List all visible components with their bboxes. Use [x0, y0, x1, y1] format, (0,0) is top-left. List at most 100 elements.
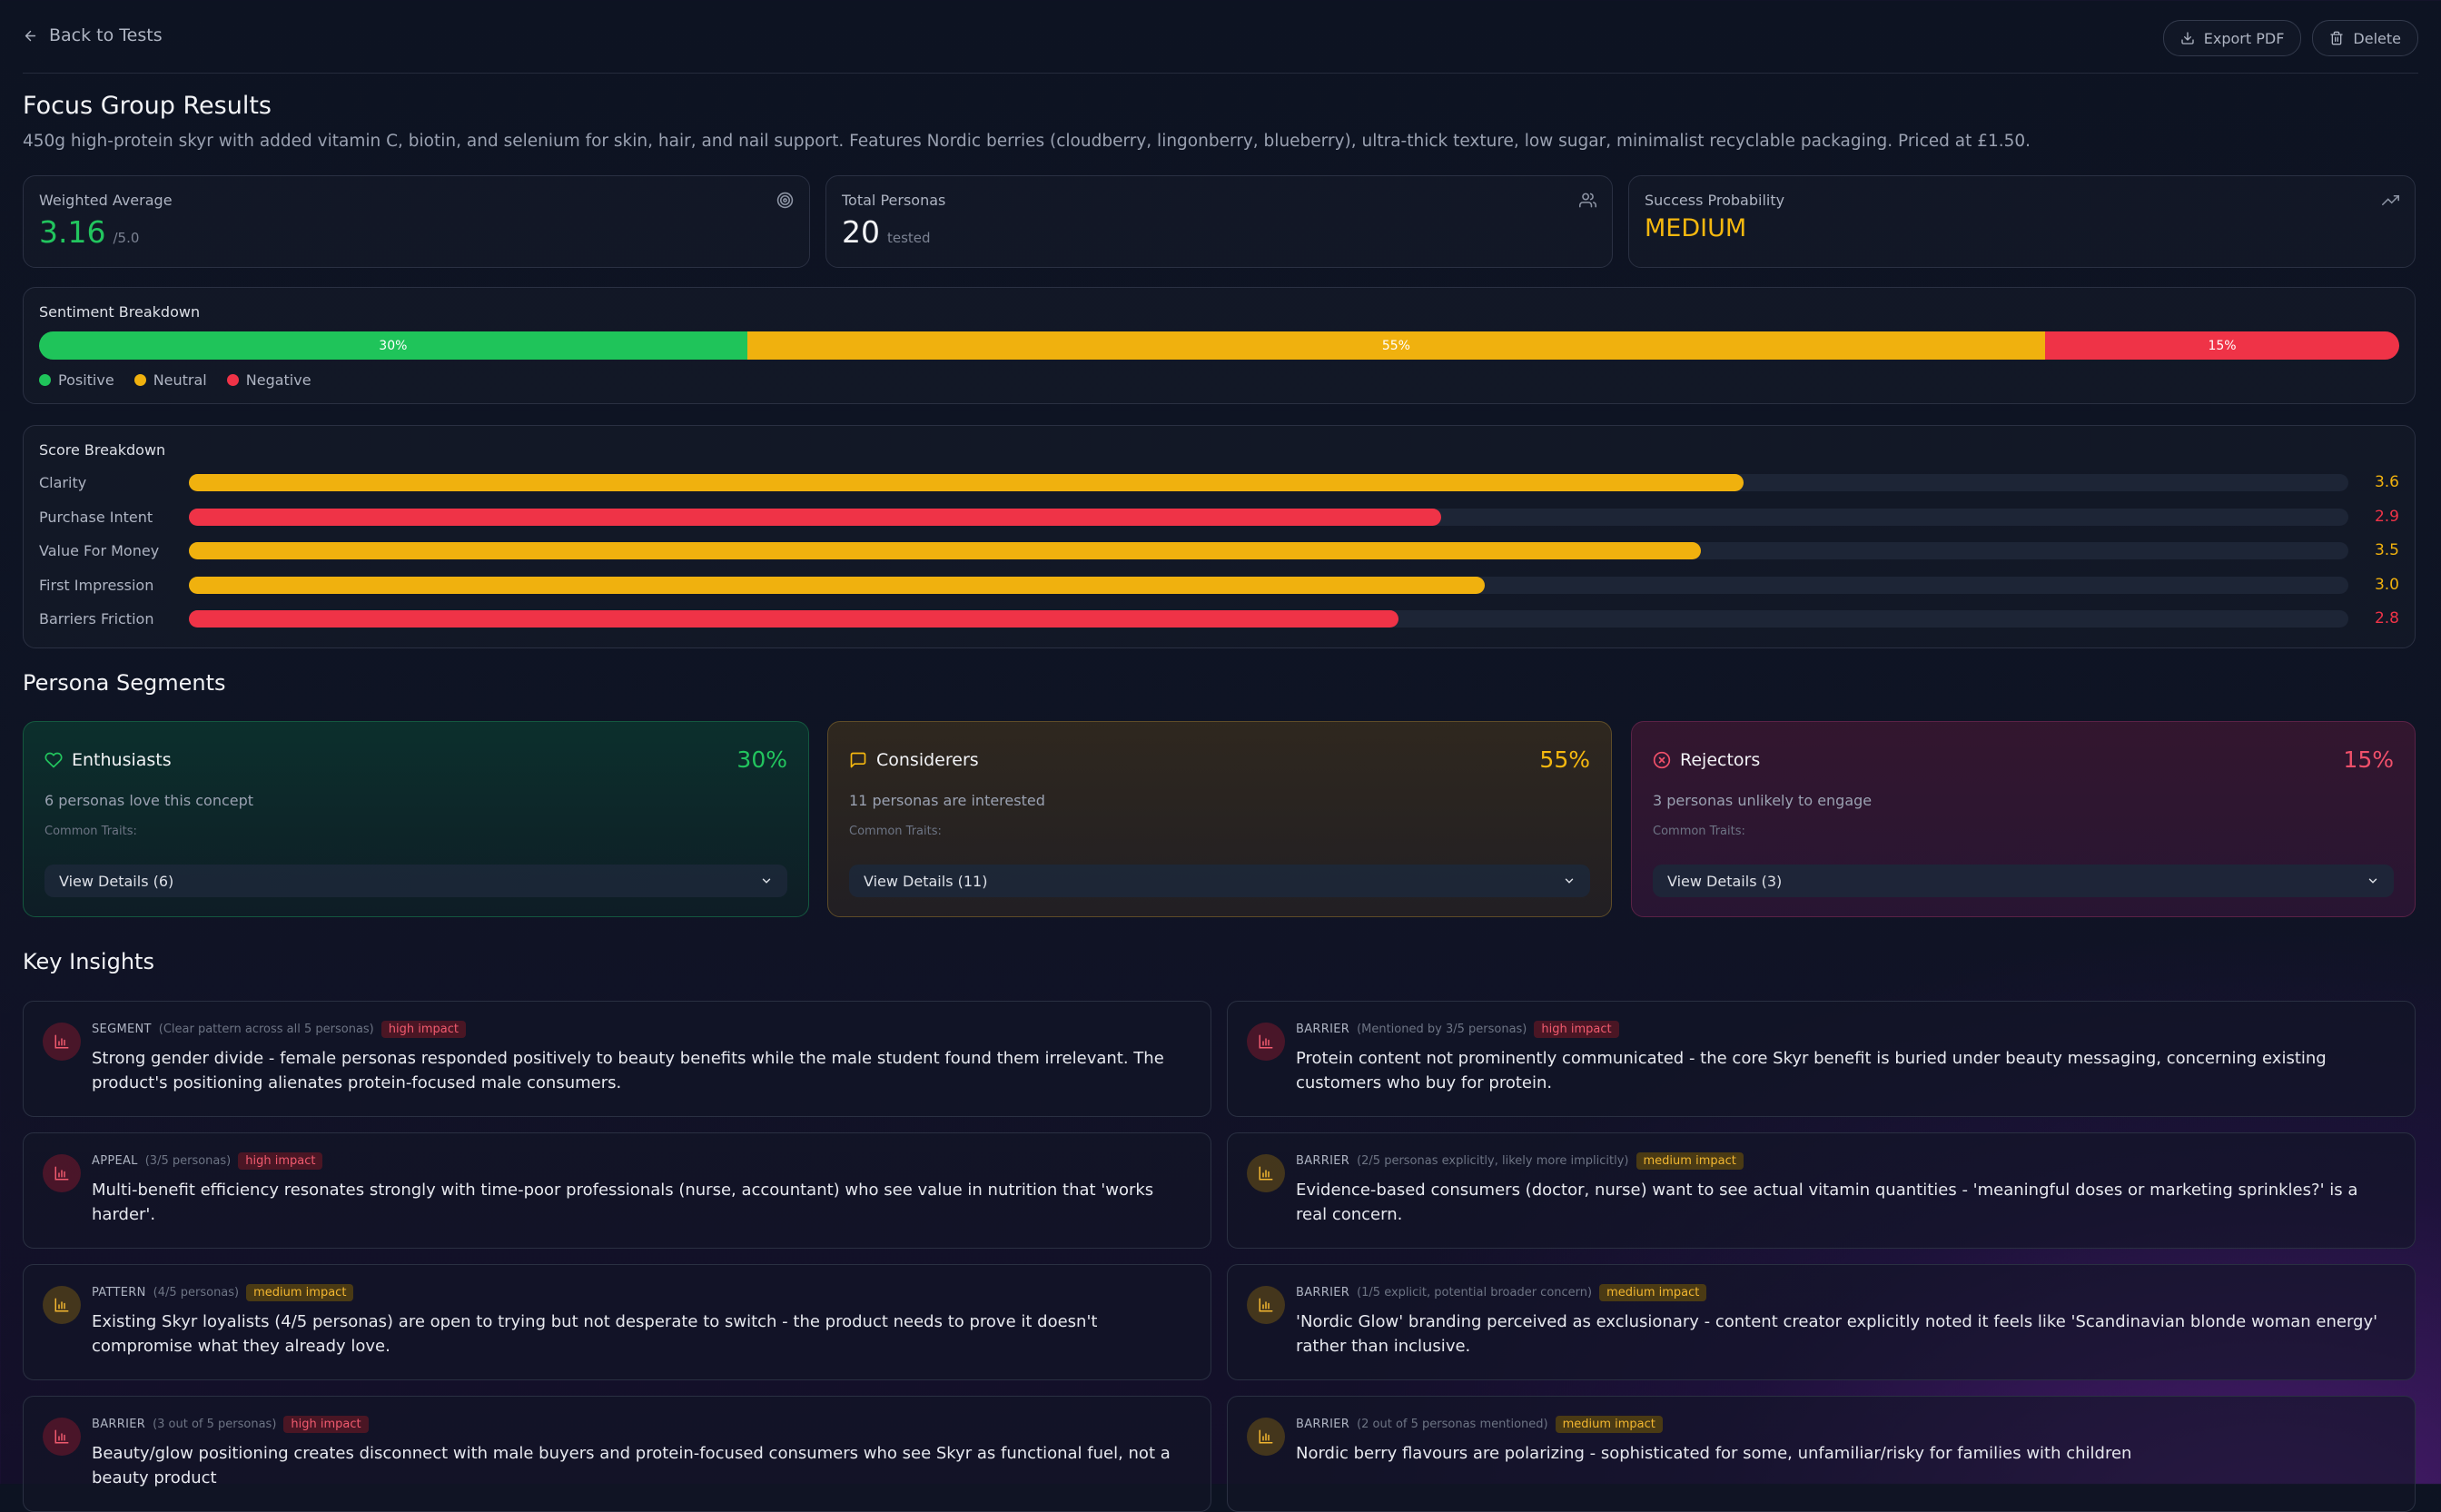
insight-text: 'Nordic Glow' branding perceived as excl…: [1296, 1312, 2378, 1356]
score-label: Clarity: [39, 474, 87, 491]
export-pdf-label: Export PDF: [2203, 29, 2285, 47]
insight-category: PATTERN: [92, 1286, 146, 1300]
segment-name: Rejectors: [1680, 750, 1761, 770]
insight-meta: BARRIER (3 out of 5 personas) high impact: [92, 1416, 369, 1433]
segment-percent: 30%: [736, 746, 787, 773]
download-icon: [2181, 32, 2194, 44]
success-probability-card: Success Probability MEDIUM: [1628, 175, 2416, 268]
insight-meta: BARRIER (2 out of 5 personas mentioned) me…: [1296, 1416, 1663, 1433]
insight-card: PATTERN (4/5 personas) medium impact Existi…: [23, 1264, 1211, 1380]
legend-dot: [39, 374, 51, 386]
score-row: Clarity 3.6: [39, 472, 2399, 492]
chevron-down-icon: [2368, 878, 2377, 884]
chevron-down-icon: [762, 878, 771, 884]
delete-button[interactable]: Delete: [2312, 20, 2418, 56]
insight-card: BARRIER (3 out of 5 personas) high impact B…: [23, 1396, 1211, 1512]
insight-note: (4/5 personas): [153, 1286, 240, 1300]
view-details-button[interactable]: View Details (11): [849, 865, 1590, 897]
view-details-label: View Details (3): [1667, 872, 1783, 890]
score-track: [189, 542, 2348, 559]
insight-card: BARRIER (Mentioned by 3/5 personas) high i…: [1227, 1001, 2416, 1117]
score-breakdown-card: Score Breakdown Clarity 3.6 Purchase Inten…: [23, 425, 2416, 648]
insight-category: BARRIER: [1296, 1154, 1350, 1168]
common-traits-label: Common Traits:: [1653, 825, 1745, 838]
score-row: Value For Money 3.5: [39, 540, 2399, 560]
bar-chart-icon: [1247, 1023, 1285, 1061]
score-label: First Impression: [39, 576, 154, 594]
target-icon: [776, 192, 794, 209]
arrow-left-icon: [25, 30, 36, 41]
impact-badge: medium impact: [1599, 1284, 1707, 1301]
chevron-down-icon: [1565, 878, 1574, 884]
score-fill: [189, 576, 1485, 594]
sentiment-bar: 30% 55% 15%: [39, 331, 2399, 360]
insight-card: SEGMENT (Clear pattern across all 5 perso…: [23, 1001, 1211, 1117]
segment-card-considerers: Considerers 55% 11 personas are interest…: [827, 721, 1612, 917]
segment-description: 3 personas unlikely to engage: [1653, 792, 1873, 809]
sentiment-breakdown-title: Sentiment Breakdown: [39, 303, 201, 321]
score-value: 3.5: [2374, 541, 2399, 559]
trending-up-icon: [2382, 194, 2399, 206]
back-to-tests-link[interactable]: Back to Tests: [23, 25, 163, 45]
insight-note: (2 out of 5 personas mentioned): [1357, 1418, 1548, 1431]
insight-text: Strong gender divide - female personas r…: [92, 1049, 1164, 1092]
segment-description: 6 personas love this concept: [44, 792, 254, 809]
sentiment-breakdown-card: Sentiment Breakdown 30% 55% 15% Positive Ne…: [23, 287, 2416, 404]
insight-category: BARRIER: [1296, 1023, 1350, 1036]
legend-label: Negative: [245, 371, 311, 389]
insight-category: APPEAL: [92, 1154, 138, 1168]
success-probability-value: MEDIUM: [1645, 214, 1747, 242]
users-icon: [1579, 193, 1596, 208]
insight-text: Existing Skyr loyalists (4/5 personas) a…: [92, 1312, 1098, 1356]
bar-chart-icon: [1247, 1154, 1285, 1192]
insight-meta: BARRIER (1/5 explicit, potential broader …: [1296, 1284, 1707, 1301]
heart-icon: [44, 752, 63, 768]
legend-label: Positive: [58, 371, 114, 389]
score-row: First Impression 3.0: [39, 575, 2399, 595]
insight-text: Nordic berry flavours are polarizing - s…: [1296, 1444, 2132, 1463]
bar-chart-icon: [1247, 1286, 1285, 1324]
impact-badge: medium impact: [246, 1284, 354, 1301]
insight-text: Protein content not prominently communic…: [1296, 1049, 2327, 1092]
insight-category: BARRIER: [1296, 1418, 1350, 1431]
weighted-average-card: Weighted Average 3.16 /5.0: [23, 175, 810, 268]
insight-text: Multi-benefit efficiency resonates stron…: [92, 1181, 1154, 1224]
bar-chart-icon: [43, 1418, 81, 1456]
view-details-label: View Details (6): [59, 872, 174, 890]
weighted-average-suffix: /5.0: [113, 230, 140, 246]
score-label: Barriers Friction: [39, 610, 154, 628]
sentiment-segment-positive: 30%: [39, 331, 747, 360]
view-details-button[interactable]: View Details (6): [44, 865, 787, 897]
insight-text: Evidence-based consumers (doctor, nurse)…: [1296, 1181, 2358, 1224]
segment-percent: 15%: [2343, 746, 2394, 773]
insight-card: BARRIER (1/5 explicit, potential broader …: [1227, 1264, 2416, 1380]
back-label: Back to Tests: [49, 25, 163, 45]
bar-chart-icon: [1247, 1418, 1285, 1456]
score-track: [189, 474, 2348, 491]
persona-segments-heading: Persona Segments: [23, 670, 226, 696]
page-title: Focus Group Results: [23, 92, 272, 120]
legend-label: Neutral: [153, 371, 207, 389]
score-breakdown-title: Score Breakdown: [39, 441, 166, 459]
view-details-button[interactable]: View Details (3): [1653, 865, 2394, 897]
key-insights-heading: Key Insights: [23, 949, 154, 974]
score-fill: [189, 508, 1442, 526]
weighted-average-value: 3.16: [39, 214, 106, 250]
impact-badge: high impact: [1534, 1021, 1619, 1038]
score-value: 3.6: [2374, 473, 2399, 491]
score-label: Purchase Intent: [39, 508, 153, 526]
legend-item-neutral: Neutral: [133, 371, 207, 389]
sentiment-segment-neutral: 55%: [746, 331, 2046, 360]
segment-name: Considerers: [876, 750, 979, 770]
score-value: 2.8: [2374, 609, 2399, 628]
sentiment-legend: Positive Neutral Negative: [39, 371, 311, 389]
insight-meta: PATTERN (4/5 personas) medium impact: [92, 1284, 354, 1301]
sentiment-segment-negative: 15%: [2045, 331, 2399, 360]
impact-badge: medium impact: [1636, 1152, 1744, 1170]
impact-badge: medium impact: [1555, 1416, 1663, 1433]
export-pdf-button[interactable]: Export PDF: [2162, 20, 2302, 56]
score-fill: [189, 474, 1744, 491]
legend-item-negative: Negative: [226, 371, 311, 389]
score-track: [189, 610, 2348, 628]
top-bar: Back to Tests Export PDF Delete: [23, 0, 2418, 74]
